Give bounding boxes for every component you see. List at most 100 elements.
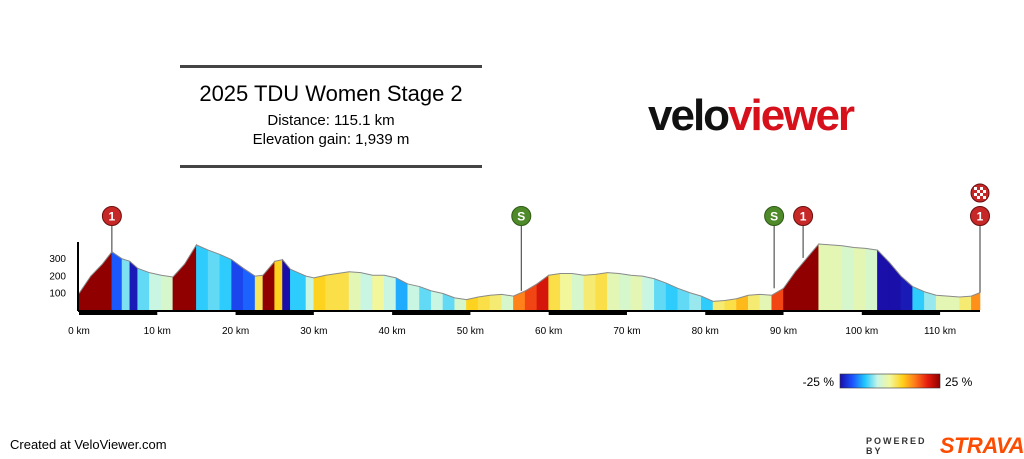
profile-segment bbox=[712, 300, 726, 311]
profile-segment bbox=[959, 295, 972, 311]
profile-segment bbox=[501, 294, 514, 311]
sprint-marker-icon bbox=[511, 206, 532, 226]
profile-segment bbox=[137, 267, 150, 311]
profile-segment bbox=[325, 273, 338, 311]
profile-segment bbox=[430, 290, 444, 311]
kom-marker-label: 1 bbox=[800, 210, 807, 224]
profile-segment bbox=[337, 271, 350, 311]
profile-segment bbox=[560, 273, 573, 311]
profile-segment bbox=[121, 258, 131, 311]
profile-segment bbox=[806, 243, 820, 311]
profile-segment bbox=[865, 247, 878, 311]
profile-segment bbox=[618, 273, 632, 311]
profile-segment bbox=[841, 245, 855, 311]
x-tick-label: 40 km bbox=[379, 326, 406, 337]
x-axis-km-strip bbox=[392, 312, 471, 315]
profile-segment bbox=[90, 263, 103, 311]
finish-flag-icon bbox=[970, 183, 990, 203]
profile-segment bbox=[912, 286, 925, 311]
title-rule-top bbox=[180, 65, 482, 68]
profile-segment bbox=[548, 273, 561, 311]
x-tick-label: 70 km bbox=[613, 326, 640, 337]
legend-max-label: 25 % bbox=[945, 375, 973, 389]
y-tick-label: 200 bbox=[49, 271, 66, 282]
profile-segment bbox=[407, 283, 420, 311]
profile-segment bbox=[571, 273, 585, 311]
chart-title: 2025 TDU Women Stage 2 bbox=[199, 81, 463, 106]
y-tick-label: 100 bbox=[49, 289, 66, 300]
distance-label: Distance: 115.1 km bbox=[267, 112, 395, 129]
profile-segment bbox=[747, 294, 761, 311]
profile-segment bbox=[372, 274, 385, 311]
profile-segment bbox=[254, 274, 264, 311]
veloviewer-logo: veloviewer bbox=[648, 91, 855, 140]
profile-segment bbox=[102, 250, 113, 311]
finish-flag-square bbox=[983, 190, 986, 193]
x-tick-label: 20 km bbox=[222, 326, 249, 337]
profile-outline bbox=[78, 243, 981, 302]
x-tick-label: 80 km bbox=[692, 326, 719, 337]
x-tick-label: 100 km bbox=[845, 326, 878, 337]
profile-segment bbox=[360, 272, 373, 311]
x-axis-km-strip bbox=[548, 312, 627, 315]
kom-marker-label: 1 bbox=[109, 210, 116, 224]
profile-segment bbox=[305, 275, 315, 311]
profile-segment bbox=[935, 294, 949, 311]
profile-segment bbox=[654, 278, 667, 311]
finish-flag-square bbox=[983, 196, 986, 199]
title-rule-bottom bbox=[180, 165, 482, 168]
profile-segment bbox=[149, 272, 162, 311]
profile-segment bbox=[642, 275, 655, 311]
powered-by-label: POWERED BY bbox=[866, 436, 927, 456]
kom-marker-icon bbox=[101, 206, 122, 226]
x-tick-label: 50 km bbox=[457, 326, 484, 337]
finish-flag-square bbox=[977, 190, 980, 193]
x-axis-km-strip bbox=[705, 312, 784, 315]
sprint-marker-label: S bbox=[770, 210, 778, 224]
profile-segment bbox=[383, 274, 397, 311]
x-tick-label: 10 km bbox=[144, 326, 171, 337]
profile-segment bbox=[274, 259, 283, 311]
created-at-label: Created at VeloViewer.com bbox=[10, 437, 167, 452]
profile-segment bbox=[489, 294, 503, 311]
profile-segment bbox=[78, 275, 92, 311]
profile-segment bbox=[219, 253, 232, 311]
kom-marker-icon bbox=[793, 206, 814, 226]
profile-segment bbox=[536, 274, 549, 311]
profile-segments bbox=[78, 243, 981, 311]
profile-segment bbox=[129, 260, 139, 311]
sprint-marker-label: S bbox=[517, 210, 525, 224]
profile-segment bbox=[477, 294, 491, 311]
strava-badge: POWERED BY STRAVA bbox=[866, 433, 1024, 459]
finish-flag-square bbox=[974, 193, 977, 196]
legend-min-label: -25 % bbox=[803, 375, 835, 389]
profile-segment bbox=[853, 247, 867, 311]
x-tick-label: 110 km bbox=[924, 326, 956, 337]
profile-segment bbox=[607, 272, 620, 311]
profile-segment bbox=[313, 274, 326, 311]
profile-segment bbox=[196, 244, 209, 311]
profile-segment bbox=[160, 274, 174, 311]
x-axis-km-strip bbox=[79, 312, 158, 315]
profile-segment bbox=[759, 294, 773, 311]
kom-marker-label: 1 bbox=[977, 210, 984, 224]
profile-segment bbox=[630, 274, 643, 311]
strava-logo: STRAVA bbox=[939, 433, 1024, 458]
elevation-gain-label: Elevation gain: 1,939 m bbox=[252, 131, 410, 148]
profile-segment bbox=[290, 268, 299, 311]
profile-segment bbox=[297, 272, 307, 311]
profile-segment bbox=[207, 249, 221, 311]
x-tick-label: 30 km bbox=[300, 326, 327, 337]
finish-flag-square bbox=[980, 187, 983, 190]
x-tick-label: 90 km bbox=[770, 326, 797, 337]
finish-flag-square bbox=[974, 187, 977, 190]
profile-segment bbox=[783, 270, 796, 311]
gradient-legend-bar bbox=[839, 373, 941, 389]
profile-segment bbox=[595, 272, 608, 311]
profile-segment bbox=[348, 271, 362, 311]
profile-segment bbox=[794, 257, 808, 311]
profile-segment bbox=[583, 274, 596, 311]
title-box: 2025 TDU Women Stage 2 Distance: 115.1 k… bbox=[180, 65, 482, 169]
profile-segment bbox=[877, 249, 890, 311]
